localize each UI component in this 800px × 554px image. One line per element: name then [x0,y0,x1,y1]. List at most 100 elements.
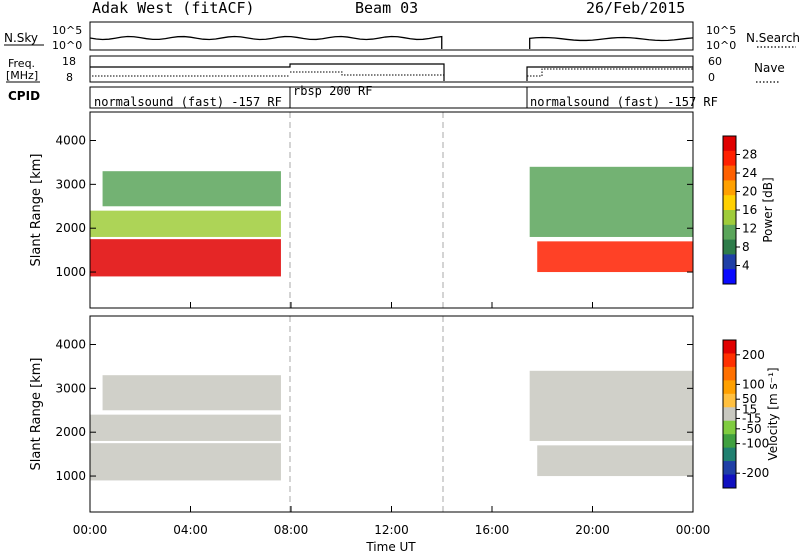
colorbar-tick-label: -15 [742,411,762,425]
echo-band-5 [529,166,693,237]
noise-tick-bottom-left: 10^0 [52,39,82,52]
velocity-panel: 1000 2000 3000 4000 Slant Range [km] [29,315,694,513]
power-y-label: Slant Range [km] [29,154,44,267]
freq-tick-bottom: 8 [66,71,73,84]
cpid-segment-2: rbsp 200 RF [293,84,372,98]
echo-band-3 [102,171,281,207]
colorbar-swatch [723,150,736,167]
colorbar-swatch [723,447,736,462]
colorbar-swatch [723,254,736,270]
colorbar-tick-label: -200 [742,466,769,480]
x-tick-label: 00:00 [73,523,108,537]
colorbar-swatch [723,224,736,241]
colorbar-tick-label: 20 [742,185,757,199]
colorbar-tick-label: 28 [742,148,757,162]
colorbar-swatch [723,180,736,196]
x-axis-label: Time UT [365,540,416,554]
colorbar-tick-label: 15 [742,403,757,417]
nave-tick-bottom: 0 [708,71,715,84]
power-colorbar-label: Power [dB] [761,177,775,242]
colorbar-tick-label: 8 [742,240,750,254]
colorbar-swatch [723,474,736,489]
x-tick-label: 08:00 [274,523,309,537]
freq-tick-top: 18 [62,55,76,68]
colorbar-swatch [723,239,736,255]
echo-band-1 [90,239,281,277]
station-title: Adak West (fitACF) [92,0,255,17]
y-tick-label: 3000 [55,177,86,191]
echo-band-2 [90,210,281,237]
y-tick-label: 1000 [55,265,86,279]
colorbar-tick-label: 200 [742,348,765,362]
colorbar-swatch [723,269,736,285]
frequency-panel: Freq. [MHz] 18 8 60 0 Nave [6,55,785,84]
echo-band-3 [102,375,281,411]
velocity-y-ticks: 1000 2000 3000 4000 [55,338,693,483]
colorbar-swatch [723,195,736,211]
noise-panel: N.Sky 10^5 10^0 10^5 10^0 N.Search [4,21,800,52]
echo-band-4 [537,241,693,273]
nave-label: Nave [754,61,785,75]
x-tick-label: 16:00 [475,523,510,537]
cpid-label: CPID [8,89,40,103]
date-title: 26/Feb/2015 [586,0,685,17]
colorbar-tick-label: -50 [742,422,762,436]
power-bands [90,166,693,277]
y-tick-label: 2000 [55,221,86,235]
noise-sky-trace [89,35,443,49]
y-tick-label: 4000 [55,134,86,148]
noise-tick-top-left: 10^5 [52,24,82,37]
colorbar-swatch [723,380,736,395]
beam-title: Beam 03 [355,0,418,17]
y-tick-label: 3000 [55,381,86,395]
colorbar-tick-label: 4 [742,259,750,273]
colorbar-swatch [723,393,736,408]
noise-tick-bottom-right: 10^0 [706,39,736,52]
freq-unit-label: [MHz] [6,69,38,82]
cpid-segment-3: normalsound (fast) -157 RF [530,95,718,109]
y-tick-label: 4000 [55,338,86,352]
colorbar-tick-label: -100 [742,437,769,451]
colorbar-frame [722,339,737,489]
echo-band-5 [529,370,693,441]
noise-sky-label: N.Sky [4,31,38,45]
y-tick-label: 1000 [55,469,86,483]
power-panel: 1000 2000 3000 4000 Slant Range [km] [29,111,694,309]
noise-search-label: N.Search [746,31,800,45]
colorbar-tick-label: 100 [742,377,765,391]
echo-band-2 [90,414,281,441]
x-tick-label: 20:00 [575,523,610,537]
noise-tick-top-right: 10^5 [706,24,736,37]
echo-band-4 [537,445,693,477]
colorbar-tick-label: 50 [742,392,757,406]
colorbar-swatch [723,461,736,476]
colorbar-tick-label: 12 [742,222,757,236]
colorbar-swatch [723,165,736,181]
nave-trace [92,68,693,77]
x-tick-label: 12:00 [374,523,409,537]
frequency-trace [90,63,693,81]
velocity-colorbar-label: Velocity [m s⁻¹] [766,367,780,460]
freq-label: Freq. [8,57,35,70]
x-tick-label: 04:00 [173,523,208,537]
colorbar-tick-label: 16 [742,203,757,217]
colorbar-swatch [723,353,736,368]
cpid-segment-1: normalsound (fast) -157 RF [94,95,282,109]
colorbar-swatch [723,407,736,422]
colorbar-swatch [723,136,736,152]
velocity-y-label: Slant Range [km] [29,358,44,471]
colorbar-tick-label: 24 [742,166,757,180]
colorbar-swatch [723,366,736,381]
power-colorbar: 4 8 12 16 20 24 28 [722,135,757,285]
colorbar-swatch [723,434,736,449]
time-x-axis: 00:00 04:00 08:00 12:00 16:00 20:00 00:00 [73,302,711,537]
x-tick-label: 00:00 [676,523,711,537]
y-tick-label: 2000 [55,425,86,439]
velocity-bands [90,370,693,481]
nave-tick-top: 60 [708,55,722,68]
noise-sky-trace-2 [529,36,694,49]
power-y-ticks: 1000 2000 3000 4000 [55,134,693,279]
echo-band-1 [90,443,281,481]
